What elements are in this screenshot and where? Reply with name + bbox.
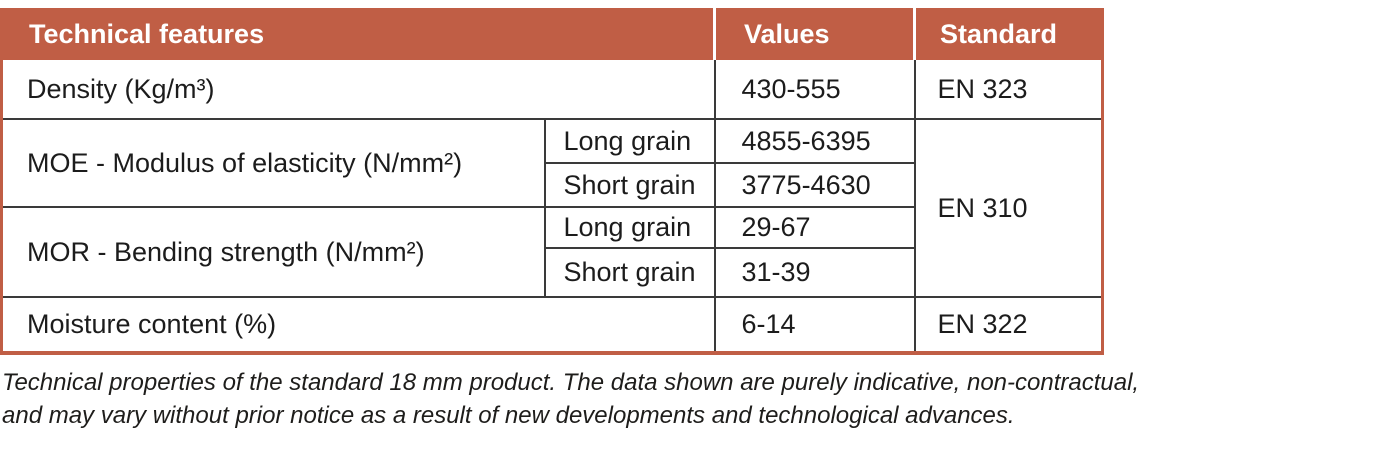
table-caption: Technical properties of the standard 18 … bbox=[2, 366, 1182, 432]
moisture-label: Moisture content (%) bbox=[0, 296, 716, 354]
column-header-values: Values bbox=[713, 8, 915, 60]
mor-short-grain-value: 31-39 bbox=[713, 247, 916, 298]
moe-short-grain-value: 3775-4630 bbox=[713, 162, 916, 208]
moisture-standard: EN 322 bbox=[913, 296, 1104, 354]
mor-label: MOR - Bending strength (N/mm²) bbox=[0, 206, 546, 298]
density-value: 430-555 bbox=[713, 60, 916, 120]
moisture-value: 6-14 bbox=[713, 296, 916, 354]
moe-label: MOE - Modulus of elasticity (N/mm²) bbox=[0, 118, 546, 208]
table-row-mor-short-grain: Short grain 31-39 bbox=[2, 247, 1103, 298]
moe-long-grain-label: Long grain bbox=[543, 118, 716, 164]
density-label: Density (Kg/m³) bbox=[0, 60, 716, 120]
column-header-standard: Standard bbox=[913, 8, 1103, 60]
technical-features-table: Technical features Values Standard Densi… bbox=[0, 8, 1104, 355]
column-header-technical-features: Technical features bbox=[1, 8, 715, 60]
table-row-moisture: Moisture content (%) 6-14 EN 322 bbox=[0, 296, 1104, 354]
density-standard: EN 323 bbox=[913, 60, 1104, 120]
mor-long-grain-value: 29-67 bbox=[713, 206, 916, 249]
table-row-moe-short-grain: Short grain 3775-4630 bbox=[2, 162, 1103, 208]
mor-long-grain-label: Long grain bbox=[543, 206, 716, 249]
mor-short-grain-label: Short grain bbox=[543, 247, 716, 298]
caption-line-1: Technical properties of the standard 18 … bbox=[2, 369, 1140, 396]
moe-mor-standard: EN 310 bbox=[913, 118, 1104, 298]
table-header-row: Technical features Values Standard bbox=[1, 8, 1103, 60]
moe-long-grain-value: 4855-6395 bbox=[713, 118, 916, 164]
moe-short-grain-label: Short grain bbox=[543, 162, 716, 208]
caption-line-2: and may vary without prior notice as a r… bbox=[2, 402, 1015, 429]
table-row-mor-long-grain: MOR - Bending strength (N/mm²) Long grai… bbox=[0, 206, 1103, 298]
table-row-density: Density (Kg/m³) 430-555 EN 323 bbox=[0, 60, 1104, 120]
table-row-moe-long-grain: MOE - Modulus of elasticity (N/mm²) Long… bbox=[0, 118, 1104, 298]
